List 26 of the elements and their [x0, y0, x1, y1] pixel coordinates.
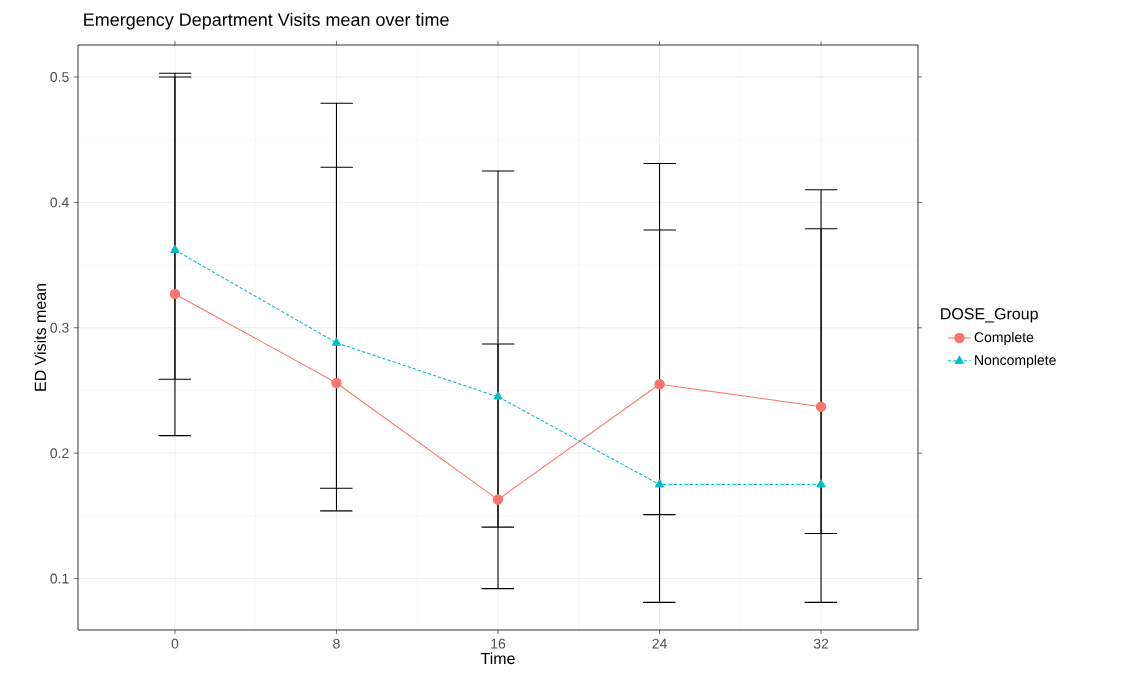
- x-tick-label: 16: [491, 638, 506, 649]
- point: [170, 244, 180, 253]
- legend-title: DOSE_Group: [941, 308, 1038, 323]
- y-tick-label: 0.4: [50, 197, 69, 208]
- y-tick-label: 0.3: [50, 322, 69, 333]
- x-tick-label: 24: [652, 638, 667, 649]
- x-tick-label: 8: [333, 638, 340, 649]
- point: [331, 377, 342, 389]
- legend-label: Complete: [974, 331, 1034, 345]
- point: [493, 391, 503, 400]
- point: [492, 494, 504, 505]
- chart-title: Emergency Department Visits mean over time: [84, 12, 449, 30]
- point: [654, 479, 665, 488]
- y-axis-title: ED Visits mean: [34, 284, 46, 391]
- y-tick-label: 0.5: [50, 72, 69, 82]
- point: [169, 288, 181, 300]
- y-tick-label: 0.1: [50, 573, 69, 584]
- point: [331, 337, 342, 346]
- x-tick-label: 0: [171, 638, 179, 649]
- point: [815, 401, 827, 412]
- legend-label: Noncomplete: [975, 354, 1056, 368]
- y-tick-label: 0.2: [50, 448, 69, 459]
- point: [816, 479, 826, 488]
- x-axis-title: Time: [480, 652, 515, 665]
- x-tick-label: 32: [813, 638, 829, 649]
- point: [654, 378, 665, 390]
